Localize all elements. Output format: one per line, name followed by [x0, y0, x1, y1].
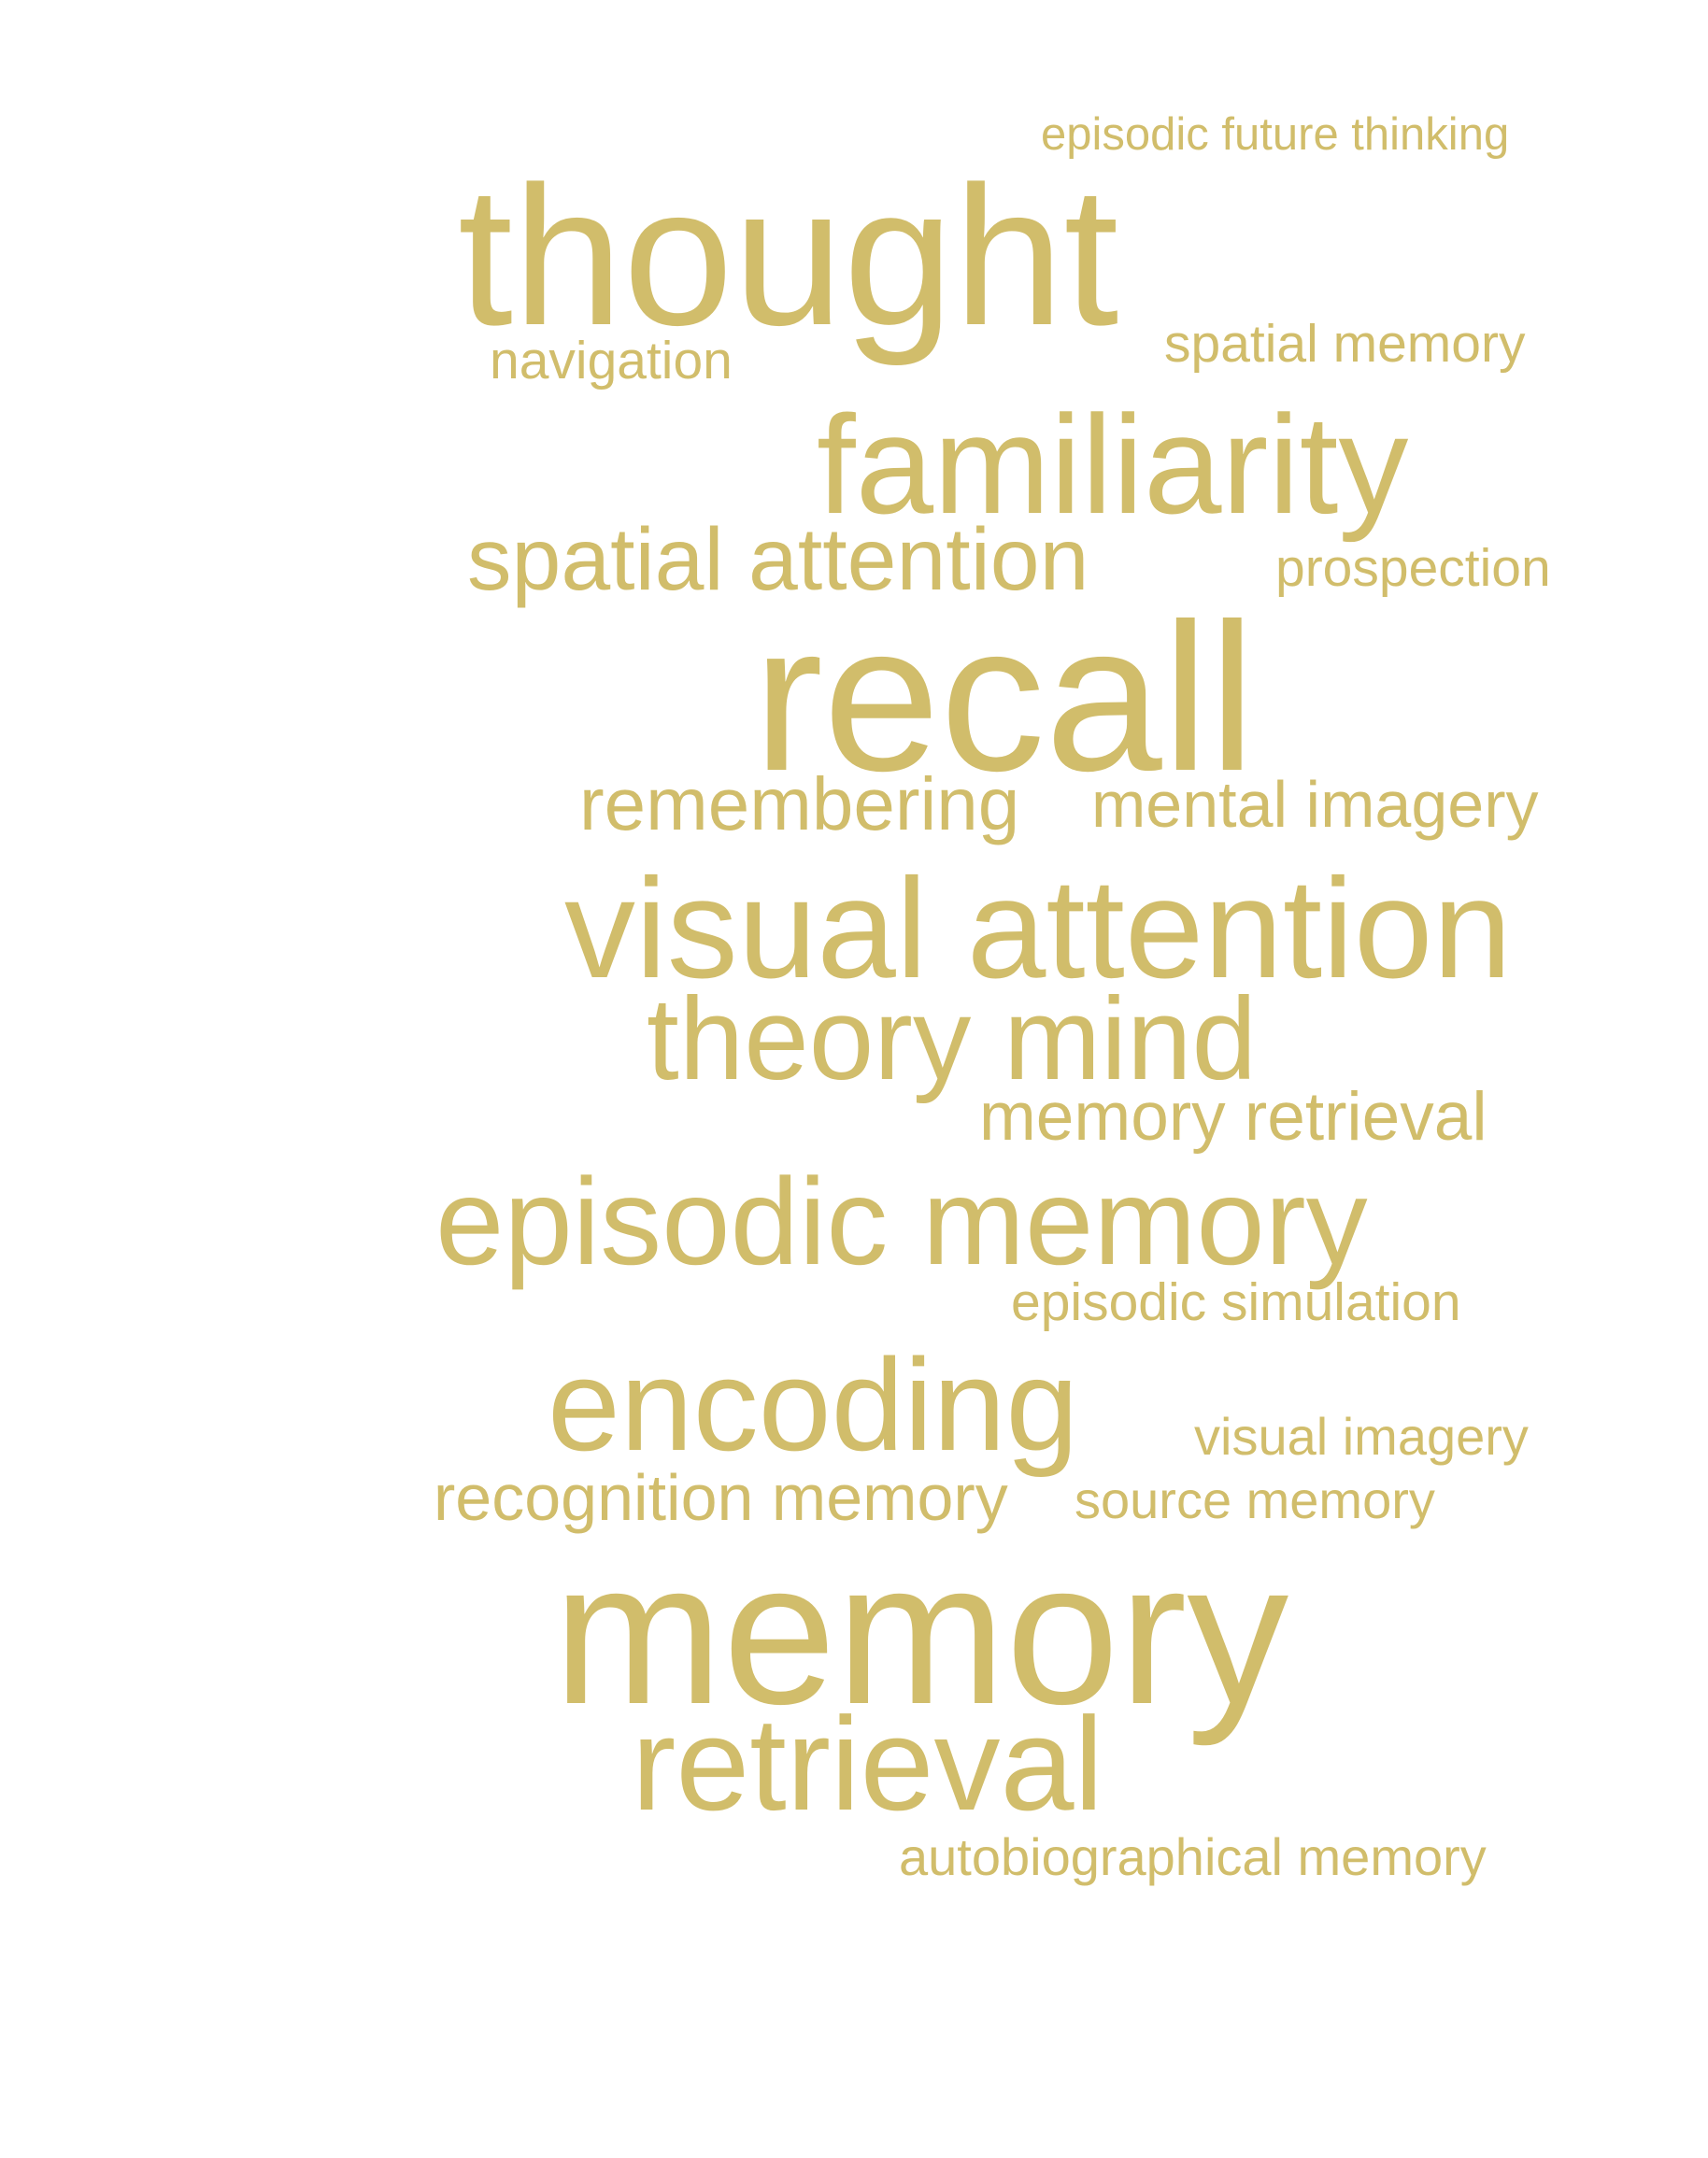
word-autobiographical-memory: autobiographical memory — [899, 1827, 1487, 1886]
word-memory: memory — [553, 1520, 1289, 1747]
word-spatial-attention: spatial attention — [467, 510, 1089, 609]
word-recall: recall — [753, 579, 1256, 815]
word-visual-attention: visual attention — [564, 849, 1512, 1008]
word-retrieval: retrieval — [632, 1690, 1104, 1839]
word-encoding: encoding — [548, 1331, 1079, 1478]
word-memory-retrieval: memory retrieval — [979, 1079, 1487, 1155]
word-navigation: navigation — [490, 331, 733, 390]
word-theory-mind: theory mind — [647, 974, 1258, 1104]
word-familiarity: familiarity — [817, 386, 1409, 543]
word-spatial-memory: spatial memory — [1164, 314, 1526, 374]
word-episodic-future-thinking: episodic future thinking — [1041, 109, 1510, 160]
word-prospection: prospection — [1275, 538, 1551, 598]
word-episodic-memory: episodic memory — [435, 1153, 1368, 1290]
word-source-memory: source memory — [1075, 1470, 1435, 1529]
word-episodic-simulation: episodic simulation — [1011, 1272, 1461, 1332]
word-visual-imagery: visual imagery — [1194, 1407, 1529, 1466]
word-mental-imagery: mental imagery — [1091, 768, 1539, 841]
word-remembering: remembering — [579, 762, 1020, 845]
word-recognition-memory: recognition memory — [434, 1461, 1008, 1534]
word-thought: thought — [458, 145, 1119, 366]
